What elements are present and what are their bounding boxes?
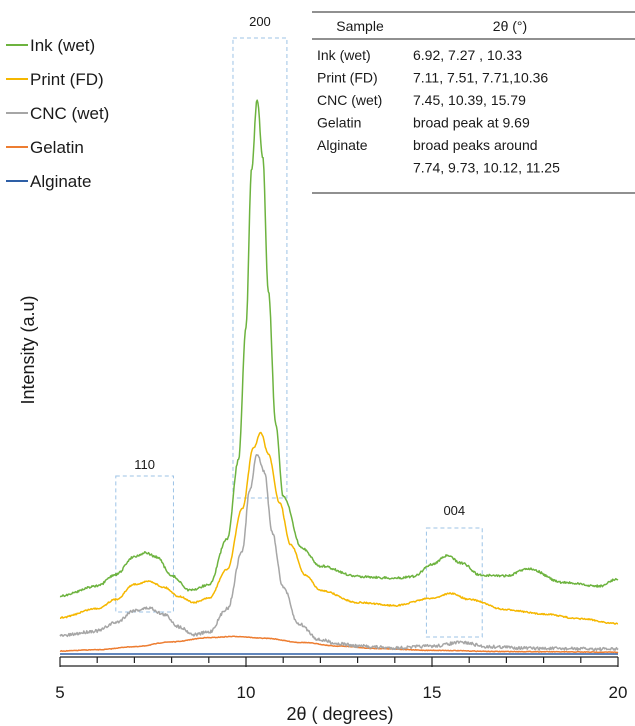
legend-label: Alginate xyxy=(30,172,91,191)
table-cell-sample: Gelatin xyxy=(317,115,361,131)
legend-label: Print (FD) xyxy=(30,70,104,89)
peak-label-004: 004 xyxy=(443,503,465,518)
peak-label-200: 200 xyxy=(249,14,271,29)
peak-boxes xyxy=(115,37,483,638)
peak-box-004 xyxy=(425,527,483,638)
peak-label-110: 110 xyxy=(134,457,155,472)
x-tick-label: 15 xyxy=(423,683,442,702)
table-header-sample: Sample xyxy=(336,18,384,34)
peak-labels: 110 200 004 xyxy=(134,14,465,518)
table-cell-sample: Alginate xyxy=(317,137,368,153)
legend-label: Gelatin xyxy=(30,138,84,157)
x-axis: 5 10 15 20 xyxy=(55,656,628,702)
series-lines xyxy=(59,99,619,655)
table-header-2theta: 2θ (°) xyxy=(493,18,527,34)
x-tick-label: 20 xyxy=(609,683,628,702)
table-cell-2theta: 6.92, 7.27 , 10.33 xyxy=(413,47,522,63)
table-cell-sample: Print (FD) xyxy=(317,70,378,86)
peak-position-table: Sample 2θ (°) Ink (wet) 6.92, 7.27 , 10.33 P… xyxy=(312,11,635,194)
table-cell-2theta: 7.45, 10.39, 15.79 xyxy=(413,92,526,108)
table-cell-2theta: 7.11, 7.51, 7.71,10.36 xyxy=(413,70,548,86)
table-cell-sample: CNC (wet) xyxy=(317,92,382,108)
legend-label: Ink (wet) xyxy=(30,36,95,55)
table-cell-sample: Ink (wet) xyxy=(317,47,371,63)
peak-box-200 xyxy=(232,37,288,499)
series-line-cnc-wet xyxy=(59,454,619,652)
x-tick-label: 5 xyxy=(55,683,64,702)
x-axis-title: 2θ ( degrees) xyxy=(286,704,393,724)
table-cell-2theta: 7.74, 9.73, 10.12, 11.25 xyxy=(413,160,560,176)
series-line-ink-wet xyxy=(59,99,619,598)
table-cell-2theta: broad peaks around xyxy=(413,137,538,153)
legend-label: CNC (wet) xyxy=(30,104,109,123)
peak-box-110 xyxy=(115,475,174,613)
series-line-gelatin xyxy=(59,635,619,654)
x-tick-label: 10 xyxy=(237,683,256,702)
table-cell-2theta: broad peak at 9.69 xyxy=(413,115,530,131)
series-line-print-fd xyxy=(59,431,619,625)
legend: Ink (wet) Print (FD) CNC (wet) Gelatin Algin… xyxy=(6,36,109,191)
y-axis-title: Intensity (a.u) xyxy=(18,295,38,404)
